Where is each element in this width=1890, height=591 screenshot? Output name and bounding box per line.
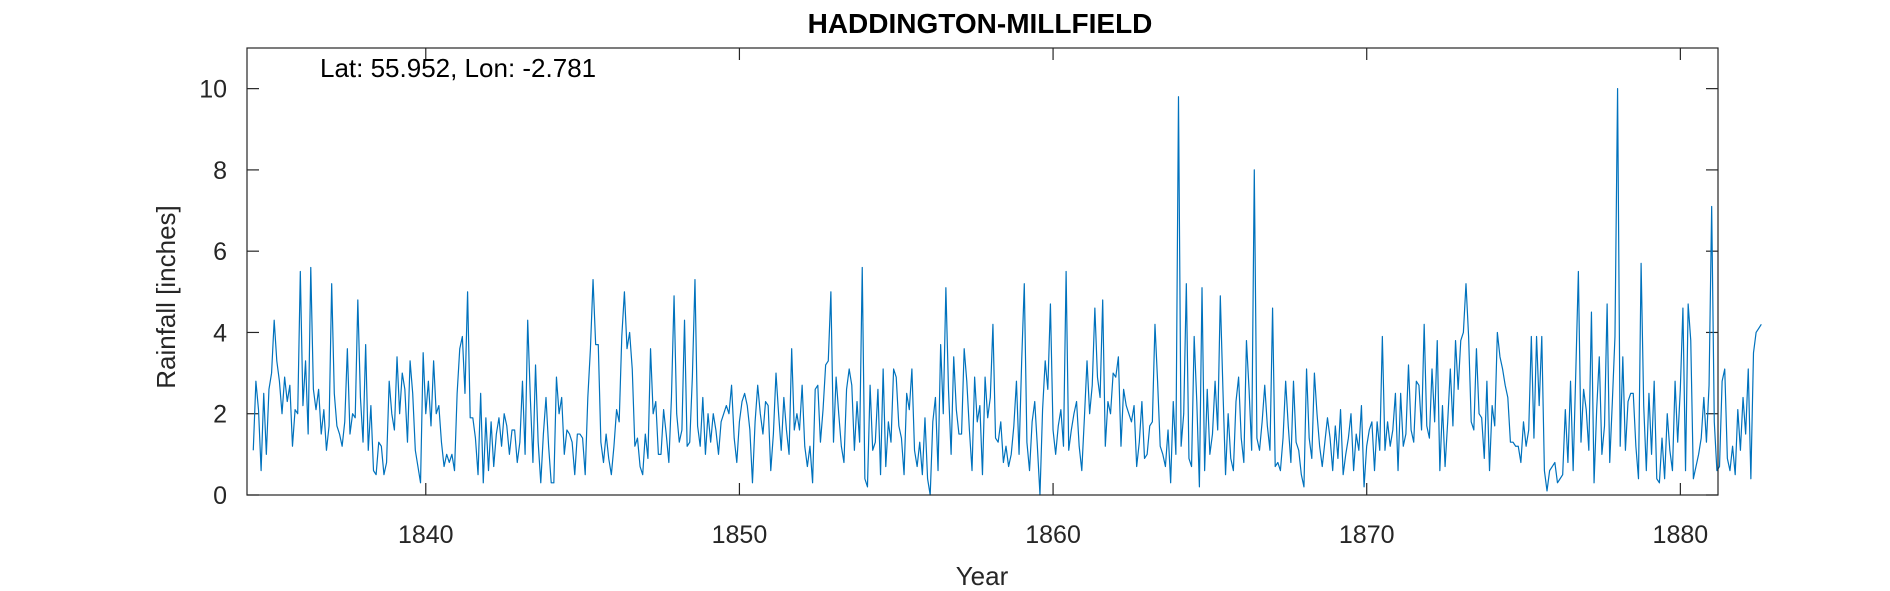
y-tick-label-0: 0 [213,482,227,510]
chart-title: HADDINGTON-MILLFIELD [808,8,1153,39]
axes-box [246,47,1719,496]
x-axis-label: Year [956,561,1009,591]
y-tick-label-2: 2 [213,401,227,429]
tick-labels: 1840 1850 1860 1870 1880 0 2 4 6 8 10 [199,76,1708,549]
rainfall-series-line [252,88,1762,496]
y-tick-label-4: 4 [213,319,227,347]
x-tick-label-1880: 1880 [1653,521,1709,549]
y-tick-label-10: 10 [199,76,227,104]
location-annotation: Lat: 55.952, Lon: -2.781 [320,53,596,83]
x-tick-label-1840: 1840 [398,521,454,549]
x-tick-label-1850: 1850 [712,521,768,549]
x-tick-label-1860: 1860 [1025,521,1081,549]
x-tick-label-1870: 1870 [1339,521,1395,549]
y-axis-label: Rainfall [inches] [151,205,181,389]
y-tick-label-6: 6 [213,238,227,266]
plot-area [247,48,1718,495]
y-tick-label-8: 8 [213,157,227,185]
